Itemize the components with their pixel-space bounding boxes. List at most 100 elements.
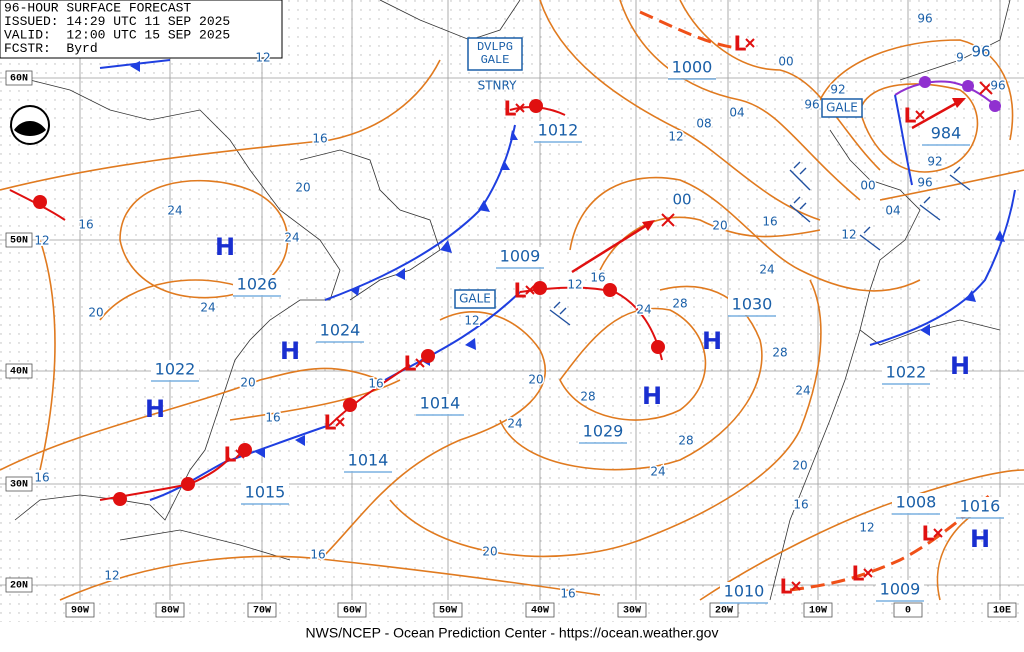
pressure-value-box	[720, 582, 768, 602]
pressure-value-box	[892, 493, 940, 513]
pressure-value: 1010	[724, 582, 765, 601]
latitude-label: 40N	[10, 367, 28, 378]
isobar-label: 24	[650, 465, 665, 479]
annotation-text: DVLPG	[477, 40, 513, 54]
isobar-label: 16	[310, 548, 325, 562]
pressure-value: 1015	[245, 483, 286, 502]
isobar-label: 92	[927, 155, 942, 169]
annotation-text: GALE	[459, 292, 491, 306]
header-line: FCSTR: Byrd	[4, 41, 98, 56]
low-center: L	[324, 411, 337, 435]
pressure-value-box	[344, 451, 392, 471]
low-marker	[791, 581, 801, 591]
pressure-value-box	[534, 121, 582, 141]
isobar-label: 96	[804, 98, 819, 112]
isobar-label: 16	[762, 215, 777, 229]
isobar-label: 12	[841, 228, 856, 242]
isobar-label: 96	[990, 79, 1005, 93]
pressure-value: 1016	[960, 497, 1001, 516]
footer-credit: NWS/NCEP - Ocean Prediction Center - htt…	[306, 625, 719, 641]
header-line: VALID: 12:00 UTC 15 SEP 2025	[4, 27, 230, 42]
isobar-label: 24	[759, 263, 774, 277]
header-line: ISSUED: 14:29 UTC 11 SEP 2025	[4, 14, 230, 29]
isobar-label: 20	[482, 545, 497, 559]
low-center: L	[504, 97, 517, 121]
low-center: L	[780, 575, 793, 599]
isobar-label: 24	[636, 303, 651, 317]
high-center: H	[702, 327, 722, 355]
pressure-value-box	[416, 394, 464, 414]
pressure-value: 1000	[672, 58, 713, 77]
pressure-value-box	[579, 422, 627, 442]
pressure-value-box	[922, 124, 970, 144]
isobar-label: 12	[104, 569, 119, 583]
pressure-value-box	[956, 497, 1004, 517]
isobar-label: 16	[560, 587, 575, 601]
longitude-label: 30W	[623, 606, 641, 617]
low-center: L	[514, 279, 527, 303]
longitude-label-box	[525, 602, 555, 618]
isobar-label: 16	[590, 271, 605, 285]
pressure-value: 1008	[896, 493, 937, 512]
isobar-label: 20	[712, 219, 727, 233]
latitude-label: 20N	[10, 581, 28, 592]
longitude-label-box	[433, 602, 463, 618]
longitude-label-box	[803, 602, 833, 618]
pressure-value-box	[728, 295, 776, 315]
pressure-value-box	[241, 483, 289, 503]
longitude-label: 10W	[809, 606, 827, 617]
annotation-text: GALE	[826, 101, 858, 115]
isobar-label: 16	[793, 498, 808, 512]
isobar-label: 20	[528, 373, 543, 387]
isobar-label: 12	[859, 521, 874, 535]
longitude-label-box	[247, 602, 277, 618]
isobar-label: 04	[729, 106, 744, 120]
isobar-label: 28	[772, 346, 787, 360]
pressure-value: 1009	[880, 580, 921, 599]
pressure-value: 1022	[155, 360, 196, 379]
annotation-text: GALE	[481, 53, 510, 67]
pressure-value: 1014	[348, 451, 389, 470]
high-center: H	[145, 395, 165, 423]
longitude-label-box	[65, 602, 95, 618]
longitude-label: 60W	[343, 606, 361, 617]
longitude-label: 20W	[715, 606, 733, 617]
latitude-label-box	[5, 232, 33, 248]
isobar-label: 20	[88, 306, 103, 320]
isobar-label: 28	[672, 297, 687, 311]
latitude-label: 50N	[10, 236, 28, 247]
latitude-label: 30N	[10, 480, 28, 491]
longitude-label: 70W	[253, 606, 271, 617]
isobar-label: 16	[265, 411, 280, 425]
high-center: H	[642, 382, 662, 410]
low-marker	[863, 568, 873, 578]
low-marker	[915, 110, 925, 120]
longitude-label: 80W	[161, 606, 179, 617]
isobar-label: 00	[778, 55, 793, 69]
isobar-label: 16	[78, 218, 93, 232]
isobar-label: 28	[678, 434, 693, 448]
isobar-label: 00	[672, 191, 691, 209]
high-center: H	[215, 233, 235, 261]
isobar-label: 12	[464, 314, 479, 328]
low-center: L	[224, 443, 237, 467]
high-center: H	[950, 352, 970, 380]
isobar-label: 04	[885, 204, 900, 218]
annotation-box	[467, 37, 523, 71]
latitude-label-box	[5, 70, 33, 86]
pressure-value-box	[233, 275, 281, 295]
latitude-label: 60N	[10, 74, 28, 85]
noaa-logo	[10, 105, 50, 145]
header-box	[0, 0, 283, 59]
longitude-label-box	[155, 602, 185, 618]
isobar-label: 16	[34, 471, 49, 485]
high-center: H	[970, 525, 990, 553]
isobar-label: 20	[295, 181, 310, 195]
pressure-value: 1030	[732, 295, 773, 314]
longitude-label: 50W	[439, 606, 457, 617]
pressure-value-box	[876, 580, 924, 600]
pressure-value-box	[882, 363, 930, 383]
isobar-label: 16	[312, 132, 327, 146]
high-center: H	[280, 337, 300, 365]
